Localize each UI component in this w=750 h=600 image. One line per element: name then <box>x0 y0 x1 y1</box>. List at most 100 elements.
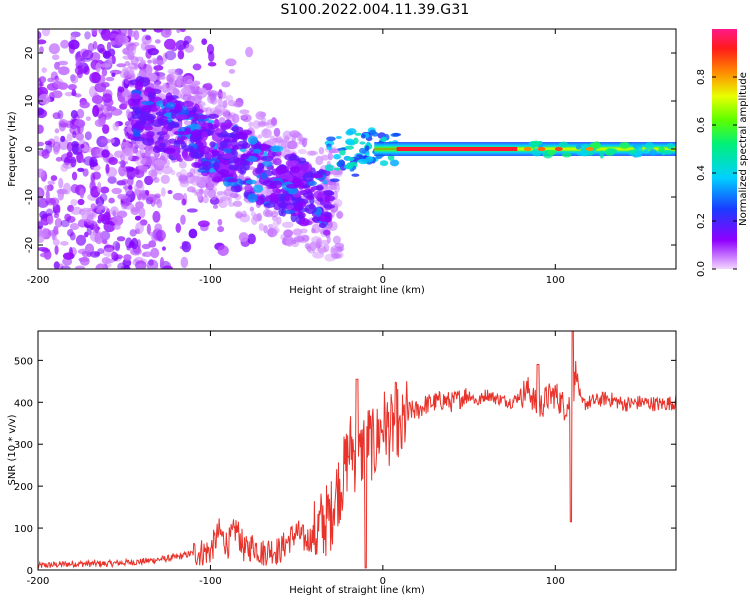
spectrogram-y-axis-label: Frequency (Hz) <box>7 111 18 187</box>
spectrogram-cell <box>128 45 137 56</box>
spectrogram-cell <box>38 168 45 178</box>
spectrogram-cell <box>38 220 47 227</box>
spectrogram-cell <box>154 193 161 199</box>
spectrogram-cell <box>60 219 70 228</box>
spectrogram-cell <box>68 43 76 54</box>
spectrogram-cell <box>288 140 299 150</box>
spectrogram-cell <box>51 229 56 241</box>
spectrogram-cell <box>554 147 563 151</box>
spectrogram-cell <box>75 132 85 141</box>
spectrogram-cell <box>163 147 176 153</box>
spectrogram-cell <box>258 163 265 169</box>
spectrogram-cell <box>318 222 327 229</box>
spectrogram-cell <box>59 122 69 128</box>
spectrogram-cell <box>389 159 400 167</box>
spectrogram-cell <box>346 156 355 162</box>
spectrogram-cell <box>291 136 297 142</box>
spectrogram-cell <box>77 167 85 173</box>
spectrogram-cell <box>100 138 112 144</box>
spectrogram-cell <box>145 196 154 205</box>
spectrogram-cell <box>223 148 232 154</box>
spectrogram-cell <box>75 265 85 269</box>
spectrogram-cell <box>39 46 44 54</box>
spectrogram-cell <box>226 178 239 183</box>
spectrogram-cell <box>95 263 107 269</box>
spectrogram-cell <box>222 108 230 119</box>
spectrogram-cell <box>212 204 219 209</box>
spectrogram-cell <box>57 82 69 90</box>
spectrogram-cell <box>211 194 217 201</box>
spectrogram-cell <box>121 202 128 210</box>
spectrogram-cell <box>142 136 155 146</box>
spectrogram-cell <box>619 141 630 149</box>
spectrogram-cell <box>253 148 262 154</box>
spectrogram-cell <box>48 43 60 55</box>
spectrogram-cell <box>217 158 230 165</box>
spectrogram-cell <box>205 186 218 193</box>
spectrogram-cell <box>649 148 657 156</box>
spectrogram-cell <box>54 128 60 134</box>
spectrogram-cell <box>95 62 101 73</box>
spectrogram-cell <box>53 213 60 219</box>
spectrogram-cell <box>92 40 98 50</box>
spectrogram-cell <box>324 195 331 203</box>
spectrogram-cell <box>152 59 158 65</box>
spectrogram-cell <box>155 75 166 80</box>
spectrogram-cell <box>141 252 147 257</box>
spectrogram-cell <box>153 177 160 183</box>
x-tick-label: 100 <box>546 576 565 587</box>
spectrogram-cell <box>126 143 139 149</box>
spectrogram-cell <box>265 123 275 129</box>
spectrogram-cell <box>198 114 208 120</box>
spectrogram-cell <box>133 148 138 154</box>
spectrogram-cell <box>234 212 243 219</box>
spectrogram-cell <box>344 145 354 150</box>
spectrogram-cell <box>209 141 216 148</box>
spectrogram-cell <box>364 145 370 151</box>
spectrogram-cell <box>41 29 51 37</box>
chart-title: S100.2022.004.11.39.G31 <box>280 2 470 18</box>
spectrogram-cell <box>84 231 89 238</box>
spectrogram-cell <box>98 205 108 211</box>
spectrogram-cell <box>315 184 324 191</box>
spectrogram-cell <box>122 202 135 210</box>
spectrogram-cell <box>139 57 145 68</box>
spectrogram-cell <box>111 55 116 65</box>
spectrogram-cell <box>67 83 77 91</box>
spectrogram-cell <box>217 225 225 233</box>
spectrogram-cell <box>193 162 202 168</box>
spectrogram-cell <box>149 107 159 112</box>
spectrogram-cell <box>111 72 116 77</box>
spectrogram-cell <box>201 131 208 141</box>
spectrogram-cell <box>179 180 190 188</box>
spectrogram-cell <box>106 41 112 52</box>
snr-series-line <box>38 331 676 570</box>
spectrogram-cell <box>345 129 354 136</box>
spectrogram-cell <box>45 189 50 202</box>
spectrogram-cell <box>260 172 268 180</box>
y-tick-label: 400 <box>14 398 33 409</box>
spectrogram-cell <box>288 187 299 195</box>
spectrogram-cell <box>71 171 78 181</box>
spectrogram-cell <box>354 132 362 136</box>
spectrogram-cell <box>141 100 154 106</box>
spectrogram-cell <box>255 111 266 120</box>
spectrogram-cell <box>147 92 157 99</box>
spectrogram-cell <box>53 145 60 155</box>
spectrogram-cell <box>75 234 87 246</box>
spectrogram-cell <box>217 245 229 256</box>
spectrogram-cell <box>135 157 146 166</box>
spectrogram-cell <box>134 181 145 194</box>
spectrogram-cell <box>127 50 134 60</box>
spectrogram-cell <box>150 247 160 259</box>
spectrogram-cell <box>190 94 203 102</box>
spectrogram-cell <box>168 77 174 85</box>
spectrogram-cell <box>130 206 140 216</box>
spectrogram-cell <box>333 153 341 160</box>
spectrogram-cell <box>291 198 300 204</box>
spectrogram-cell <box>190 129 203 138</box>
spectrogram-cell <box>245 46 254 58</box>
spectrogram-cell <box>66 151 73 159</box>
spectrogram-cell <box>320 154 330 161</box>
spectrogram-cell <box>99 63 111 68</box>
